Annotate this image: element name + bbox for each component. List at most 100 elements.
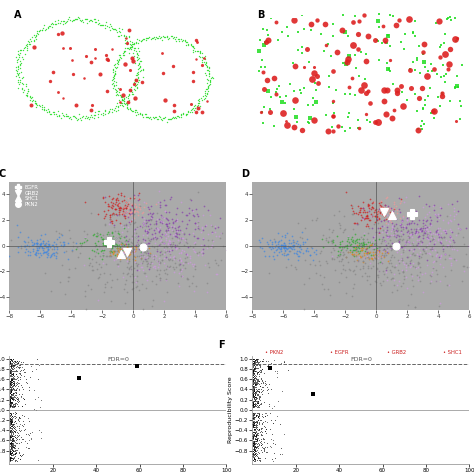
Point: [364, 248, 371, 255]
Point: [263, 412, 271, 419]
Point: [252, 393, 259, 401]
Point: [250, 448, 258, 456]
Point: [414, 243, 422, 250]
Point: [27, 435, 35, 443]
Point: [25, 238, 32, 246]
Point: [111, 69, 118, 77]
Point: [7, 447, 15, 455]
Point: [356, 124, 363, 132]
Point: [104, 206, 111, 213]
Point: [10, 437, 18, 445]
Point: [402, 193, 410, 201]
Point: [253, 355, 261, 363]
Point: [343, 59, 351, 67]
Point: [130, 227, 138, 234]
Point: [155, 228, 163, 236]
Point: [346, 265, 353, 273]
Point: [81, 114, 89, 122]
Point: [7, 454, 15, 461]
Point: [254, 418, 261, 425]
Point: [135, 209, 142, 216]
Point: [252, 450, 260, 457]
Point: [412, 227, 420, 235]
Point: [290, 238, 297, 245]
Point: [364, 252, 371, 259]
Point: [88, 18, 96, 25]
Point: [251, 443, 258, 451]
Point: [109, 45, 116, 53]
Point: [48, 19, 55, 27]
Point: [301, 224, 309, 231]
Point: [339, 265, 346, 272]
Point: [147, 215, 155, 223]
Point: [125, 259, 132, 266]
Point: [101, 238, 109, 245]
Point: [378, 228, 385, 236]
Point: [449, 245, 456, 252]
Point: [42, 248, 50, 256]
Point: [454, 84, 461, 91]
Point: [287, 261, 295, 269]
Point: [384, 239, 392, 246]
Point: [6, 358, 14, 365]
Point: [106, 270, 113, 278]
Point: [130, 39, 138, 46]
Point: [249, 423, 256, 430]
Point: [146, 220, 154, 228]
Point: [104, 228, 111, 236]
Point: [134, 54, 141, 61]
Point: [65, 114, 73, 122]
Point: [405, 219, 412, 227]
Point: [206, 76, 213, 83]
Point: [107, 217, 115, 224]
Point: [200, 92, 207, 100]
Point: [255, 395, 263, 403]
Point: [371, 239, 378, 246]
Point: [348, 251, 356, 258]
Point: [129, 241, 137, 249]
Point: [115, 56, 123, 63]
Point: [120, 209, 128, 217]
Point: [13, 381, 20, 389]
Point: [36, 26, 44, 34]
Point: [365, 238, 372, 245]
Point: [174, 223, 182, 231]
Point: [19, 73, 27, 81]
Point: [164, 271, 171, 278]
Point: [7, 390, 15, 397]
Point: [29, 247, 37, 255]
Point: [417, 240, 425, 248]
Point: [249, 403, 256, 411]
Point: [51, 249, 58, 257]
Point: [249, 441, 257, 449]
Point: [252, 412, 260, 420]
Point: [297, 89, 305, 96]
Point: [12, 66, 20, 74]
Point: [395, 246, 402, 254]
Point: [302, 247, 310, 254]
Point: [380, 226, 387, 234]
Point: [17, 371, 24, 378]
Point: [249, 429, 256, 437]
Point: [256, 401, 264, 408]
Point: [39, 246, 47, 254]
Point: [109, 80, 116, 88]
Point: [35, 244, 43, 251]
Point: [310, 94, 317, 102]
Point: [134, 196, 142, 203]
Point: [136, 240, 143, 248]
Point: [138, 248, 146, 256]
Point: [104, 56, 111, 63]
Point: [437, 252, 445, 260]
Point: [110, 256, 118, 264]
Point: [140, 221, 148, 229]
Point: [360, 238, 368, 246]
Point: [103, 87, 111, 95]
Point: [252, 361, 260, 368]
Point: [7, 451, 15, 458]
Point: [253, 397, 260, 405]
Point: [399, 88, 406, 96]
Point: [134, 211, 141, 219]
Point: [135, 36, 143, 44]
Point: [26, 92, 34, 100]
